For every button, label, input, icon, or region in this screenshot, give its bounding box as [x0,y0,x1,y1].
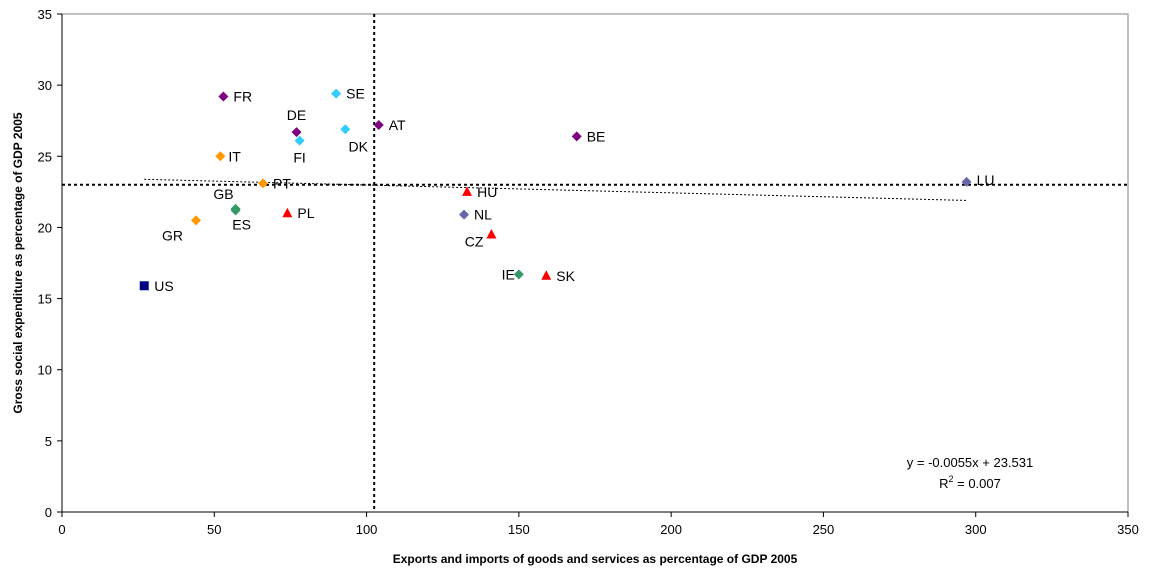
plot-border [61,13,1129,513]
point-labels: US GR IT FR GB ES PT PL DE FI SE DK AT NL HU CZ IE SK BE LU [154,86,994,294]
point-dk [340,124,351,135]
y-tick-label: 25 [38,149,52,164]
point-be [571,131,582,142]
x-axis-title: Exports and imports of goods and service… [393,552,798,566]
label-hu: HU [477,184,497,200]
reference-lines [62,14,1128,512]
y-tick-label: 30 [38,78,52,93]
trendline [144,178,967,201]
r-squared-value: = 0.007 [954,476,1001,491]
label-nl: NL [474,207,492,223]
label-se: SE [346,86,365,102]
point-fi [294,135,305,146]
label-pl: PL [297,205,314,221]
x-tick-label: 300 [965,522,987,537]
x-tick-label: 100 [356,522,378,537]
point-gr [191,215,202,226]
label-fi: FI [293,150,305,166]
label-dk: DK [349,138,369,154]
point-hu [462,186,473,196]
label-be: BE [587,128,606,144]
point-it [215,151,226,162]
point-cz [486,229,497,239]
label-de: DE [287,107,306,123]
r-squared-prefix: R [939,476,948,491]
point-pl [282,207,293,218]
point-fr [218,91,229,102]
label-fr: FR [233,89,252,105]
point-lu [961,176,972,187]
y-tick-label: 35 [38,7,52,22]
point-us [139,281,149,291]
x-axis: 0 50 100 150 200 250 300 350 [58,512,1139,537]
y-axis-title: Gross social expenditure as percentage o… [11,112,25,414]
point-sk [541,270,552,280]
point-de [291,127,302,138]
y-tick-label: 10 [38,363,52,378]
label-gr: GR [162,227,183,243]
label-us: US [154,278,173,294]
point-at [373,119,384,130]
x-tick-label: 50 [207,522,221,537]
plot-area [61,13,1129,513]
x-tick-label: 250 [813,522,835,537]
point-ie [513,269,524,280]
data-points [139,88,972,291]
x-tick-label: 0 [58,522,65,537]
label-gb: GB [213,186,233,202]
point-se [331,88,342,99]
label-it: IT [228,148,241,164]
x-tick-label: 350 [1117,522,1139,537]
r-squared-label: R2 = 0.007 [939,474,1001,491]
y-axis: 0 5 10 15 20 25 30 35 [38,7,62,520]
label-es: ES [232,216,251,232]
label-pt: PT [273,175,291,191]
y-tick-label: 5 [45,434,52,449]
r-squared-superscript: 2 [949,474,954,484]
label-ie: IE [502,266,515,282]
point-pt [258,178,269,189]
point-es [230,205,241,216]
label-lu: LU [977,172,995,188]
y-tick-label: 0 [45,505,52,520]
label-at: AT [389,117,406,133]
point-nl [459,209,470,220]
x-tick-label: 150 [508,522,530,537]
x-tick-label: 200 [660,522,682,537]
label-sk: SK [556,268,575,284]
y-tick-label: 15 [38,292,52,307]
label-cz: CZ [465,234,484,250]
y-tick-label: 20 [38,220,52,235]
trendline-group [144,178,967,201]
trendline-equation: y = -0.0055x + 23.531 [907,455,1033,470]
